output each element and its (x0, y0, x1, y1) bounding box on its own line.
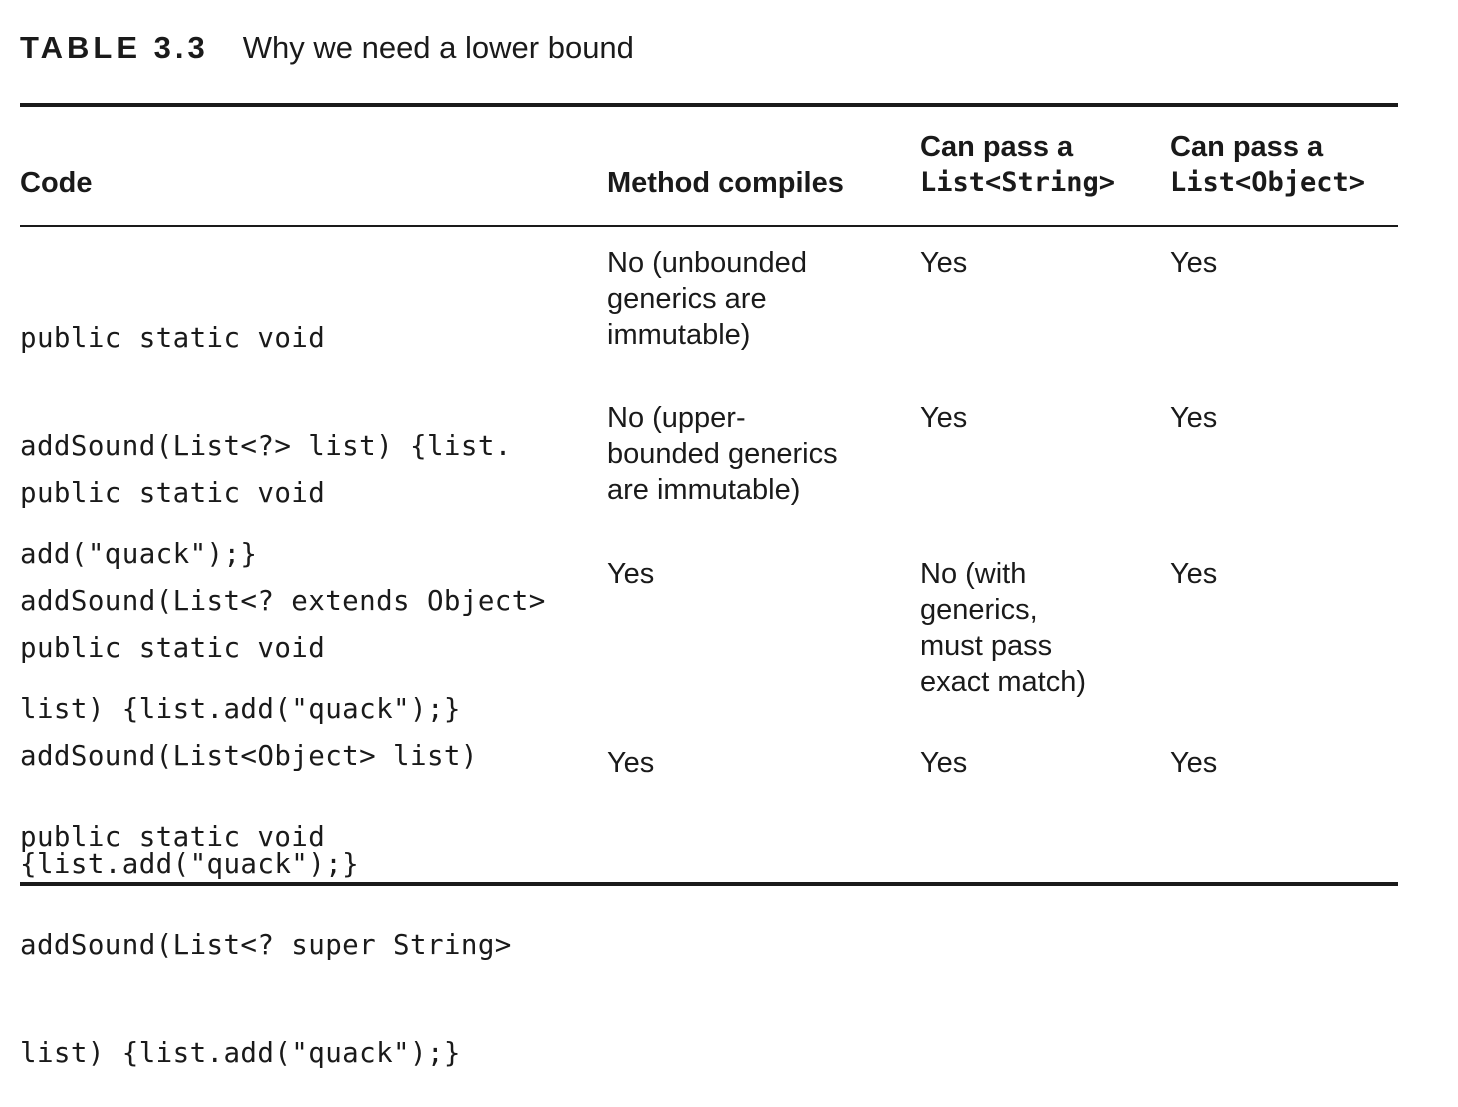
code-line: list) {list.add("quack");} (20, 1037, 461, 1069)
header-pass-object-line1: Can pass a (1170, 131, 1324, 163)
cell-line: generics, (920, 594, 1038, 626)
table-row-1-pass-object: Yes (1170, 247, 1218, 279)
header-pass-string: Can pass a List<String> (920, 129, 1115, 201)
table-row-4-method-compiles: Yes (607, 747, 655, 779)
table-row-4-pass-object: Yes (1170, 747, 1218, 779)
table-row-3-pass-string: No (with generics, must pass exact match… (920, 556, 1086, 700)
cell-line: No (unbounded (607, 247, 807, 279)
code-line: addSound(List<? super String> (20, 929, 512, 961)
cell-line: immutable) (607, 319, 751, 351)
cell-line: No (with (920, 558, 1027, 590)
table-label: TABLE 3.3 (20, 30, 209, 65)
table-row-4-pass-string: Yes (920, 747, 968, 779)
code-line: addSound(List<Object> list) (20, 740, 478, 772)
cell-line: No (upper- (607, 402, 746, 434)
table-row-3-method-compiles: Yes (607, 558, 655, 590)
table-row-1-method-compiles: No (unbounded generics are immutable) (607, 245, 807, 353)
table-row-1-pass-string: Yes (920, 247, 968, 279)
cell-line: must pass (920, 630, 1053, 662)
header-code: Code (20, 167, 93, 199)
table-row-3-code: public static void addSound(List<Object>… (20, 558, 478, 918)
code-line: list) {list.add("quack");} (20, 693, 461, 725)
table-row-1-code: public static void addSound(List<?> list… (20, 248, 512, 608)
header-pass-string-line2: List<String> (920, 167, 1116, 198)
code-line: public static void (20, 477, 326, 509)
table-row-2-pass-string: Yes (920, 402, 968, 434)
header-pass-string-line1: Can pass a (920, 131, 1074, 163)
code-line: public static void (20, 821, 326, 853)
header-pass-object: Can pass a List<Object> (1170, 129, 1365, 201)
code-line: addSound(List<?> list) {list. (20, 430, 512, 462)
code-line: public static void (20, 322, 326, 354)
table-title: Why we need a lower bound (242, 30, 634, 65)
table-row-4-code: public static void addSound(List<? super… (20, 747, 512, 1107)
table-row-2-code: public static void addSound(List<? exten… (20, 403, 546, 763)
bottom-rule (20, 882, 1398, 886)
header-pass-object-line2: List<Object> (1170, 167, 1366, 198)
cell-line: generics are (607, 283, 767, 315)
cell-line: are immutable) (607, 474, 801, 506)
table-row-3-pass-object: Yes (1170, 558, 1218, 590)
code-line: add("quack");} (20, 538, 258, 570)
cell-line: bounded generics (607, 438, 838, 470)
header-rule (20, 225, 1398, 227)
table-row-2-pass-object: Yes (1170, 402, 1218, 434)
table-row-2-method-compiles: No (upper- bounded generics are immutabl… (607, 400, 838, 508)
cell-line: exact match) (920, 666, 1086, 698)
code-line: public static void (20, 632, 326, 664)
code-line: addSound(List<? extends Object> (20, 585, 546, 617)
header-method-compiles: Method compiles (607, 167, 844, 199)
code-line: {list.add("quack");} (20, 848, 360, 880)
table-caption: TABLE 3.3 Why we need a lower bound (20, 30, 634, 70)
top-rule (20, 103, 1398, 107)
